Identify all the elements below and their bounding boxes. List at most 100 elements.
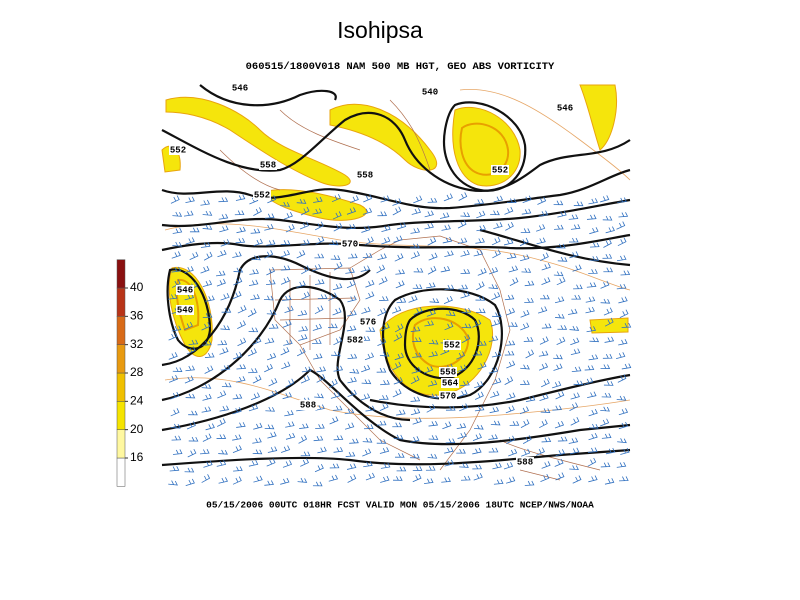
colorbar-tick-label: 40 xyxy=(130,280,144,294)
wind-barb xyxy=(267,431,277,439)
wind-barb xyxy=(540,294,550,300)
wind-barb xyxy=(488,266,499,275)
wind-barb xyxy=(331,194,341,203)
wind-barb xyxy=(362,448,372,457)
wind-barb xyxy=(602,353,613,359)
wind-barb xyxy=(365,405,376,412)
wind-barb xyxy=(476,281,485,291)
wind-barb xyxy=(570,348,581,356)
wind-barb xyxy=(266,309,277,315)
wind-barb xyxy=(328,292,338,301)
wind-barb xyxy=(314,463,324,473)
wind-barb xyxy=(520,309,530,318)
wind-barb xyxy=(441,224,451,231)
wind-barb xyxy=(603,239,612,248)
wind-barb xyxy=(602,215,613,221)
wind-barb xyxy=(408,295,418,303)
wind-barb xyxy=(588,269,598,274)
wind-barb xyxy=(315,404,325,411)
wind-barb xyxy=(331,351,341,357)
wind-barb xyxy=(301,366,312,373)
wind-barb xyxy=(362,253,373,258)
wind-barb xyxy=(618,408,629,416)
wind-barb xyxy=(505,221,514,231)
wind-barb xyxy=(490,210,500,216)
wind-barb xyxy=(264,213,275,219)
wind-barb xyxy=(557,436,568,442)
wind-barb xyxy=(233,277,243,286)
wind-barb xyxy=(236,422,246,428)
wind-barb xyxy=(541,277,551,285)
wind-barb xyxy=(298,325,309,332)
wind-barb xyxy=(363,424,374,430)
wind-barb xyxy=(346,325,357,332)
wind-barb xyxy=(202,210,213,216)
wind-barb xyxy=(379,447,390,454)
wind-barb xyxy=(541,437,552,443)
wind-barb xyxy=(428,339,439,345)
wind-barb xyxy=(202,340,212,346)
wind-barb xyxy=(250,294,260,301)
wind-barb xyxy=(583,377,594,385)
wind-barb xyxy=(217,340,228,346)
wind-barb xyxy=(412,417,422,425)
wind-barb xyxy=(410,227,421,234)
colorbar-tick-label: 20 xyxy=(130,422,144,436)
wind-barb xyxy=(569,465,579,471)
wind-barb xyxy=(586,214,597,220)
wind-barb xyxy=(362,437,373,443)
wind-barb xyxy=(395,269,406,275)
wind-barb xyxy=(332,405,343,411)
wind-barb xyxy=(620,270,631,276)
wind-barb xyxy=(248,404,259,412)
wind-barb xyxy=(301,265,310,275)
wind-barb xyxy=(365,291,375,300)
contour-label: 588 xyxy=(300,400,316,410)
wind-barb xyxy=(444,250,454,258)
contour-label-bg xyxy=(441,378,459,388)
wind-barb xyxy=(221,308,232,313)
wind-barb xyxy=(232,476,242,485)
wind-barb xyxy=(285,432,296,440)
wind-barb xyxy=(508,265,519,273)
wind-barb xyxy=(393,332,403,342)
wind-barb xyxy=(522,195,532,204)
contour-label: 546 xyxy=(232,83,248,93)
wind-barb xyxy=(170,408,180,417)
wind-barb xyxy=(364,352,375,361)
colorbar-tick-label: 32 xyxy=(130,337,144,351)
wind-barb xyxy=(460,212,471,217)
wind-barb xyxy=(569,447,580,455)
wind-barb xyxy=(264,224,274,231)
wind-barb xyxy=(205,423,215,431)
wind-barb xyxy=(600,280,610,289)
wind-barb xyxy=(621,322,632,328)
wind-barb xyxy=(333,261,343,271)
wind-barb xyxy=(363,461,373,468)
wind-barb xyxy=(493,479,504,485)
wind-barb xyxy=(296,347,306,357)
wind-barb xyxy=(509,277,519,286)
wind-barb xyxy=(285,378,295,388)
wind-barb xyxy=(428,350,438,358)
wind-barb xyxy=(185,365,195,372)
wind-barb xyxy=(396,222,407,230)
wind-barb xyxy=(233,466,243,472)
wind-barb xyxy=(413,195,423,204)
wind-barb xyxy=(461,334,471,344)
wind-barb xyxy=(460,269,471,274)
wind-barb xyxy=(508,322,518,327)
wind-barb xyxy=(360,265,371,272)
wind-barb xyxy=(475,295,486,301)
wind-barb xyxy=(525,395,536,403)
wind-barb xyxy=(393,434,404,440)
wind-barb xyxy=(553,271,564,277)
wind-barb xyxy=(217,390,227,399)
wind-barb xyxy=(428,252,438,261)
wind-barb xyxy=(171,325,182,332)
wind-barb xyxy=(456,351,466,360)
wind-barb xyxy=(184,266,194,274)
wind-barb xyxy=(588,475,598,483)
contour-label: 540 xyxy=(177,305,193,315)
wind-barb xyxy=(424,222,434,230)
